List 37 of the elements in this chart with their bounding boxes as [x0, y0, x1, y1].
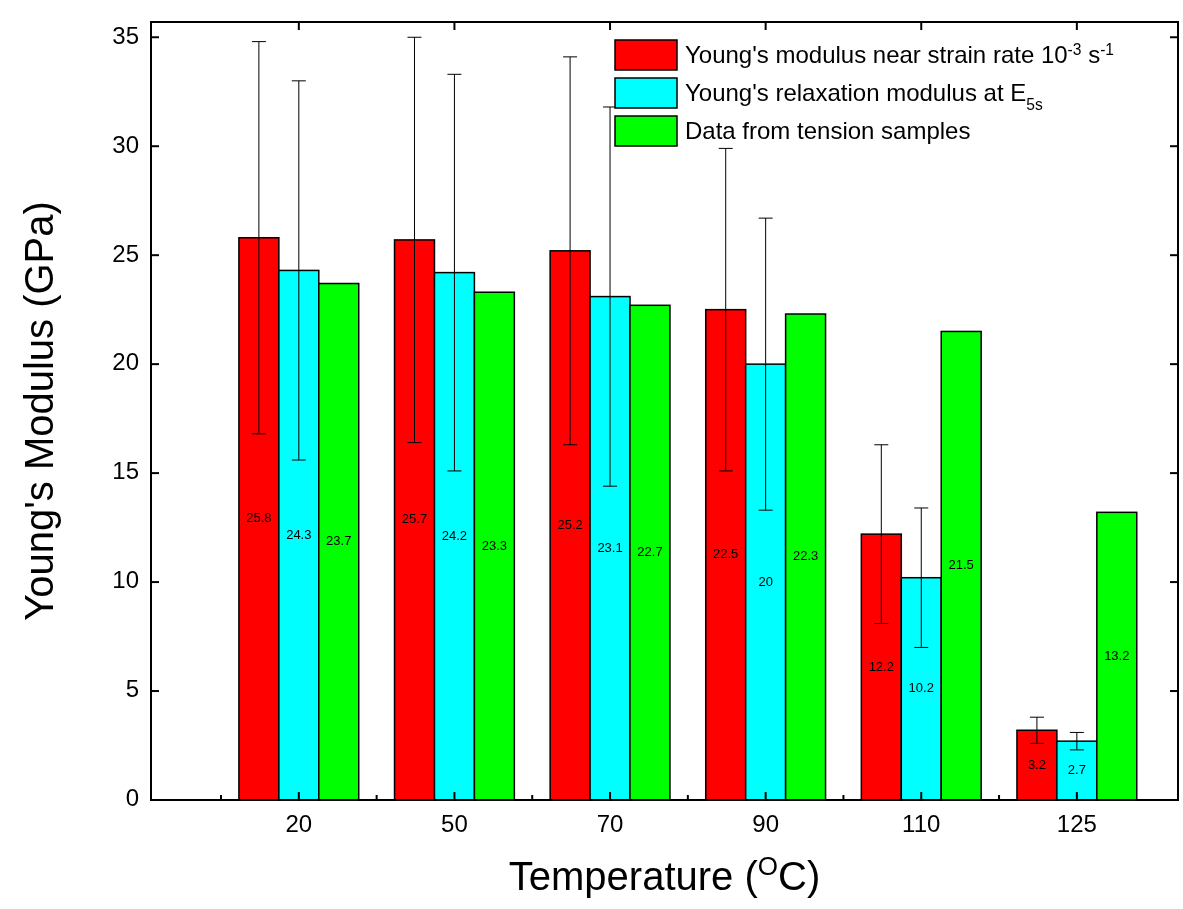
- x-tick-label: 20: [285, 810, 313, 837]
- legend-label: Young's modulus near strain rate 10$^{-3}$ s$^{-1}$: [685, 40, 1115, 68]
- x-tick-label: 125: [1056, 810, 1097, 837]
- y-tick-label: 5: [125, 675, 139, 703]
- data-label: 22.5: [713, 546, 739, 562]
- data-label: 22.7: [637, 544, 663, 560]
- y-tick-label: 35: [112, 21, 139, 49]
- legend-label: Young's relaxation modulus at E$_{5s}$: [685, 79, 1043, 113]
- x-tick-label: 90: [752, 810, 779, 837]
- x-axis-title: Temperature ($^{O}$C): [508, 851, 821, 898]
- y-tick-label: 0: [125, 784, 139, 812]
- y-tick-label: 10: [112, 566, 139, 594]
- data-label: 12.2: [868, 658, 894, 674]
- data-label: 24.2: [441, 527, 468, 543]
- x-tick-label: 70: [596, 810, 624, 837]
- x-tick-label: 50: [441, 810, 468, 837]
- y-tick-label: 20: [112, 348, 139, 376]
- data-label: 3.2: [1027, 756, 1046, 772]
- legend-label: Data from tension samples: [685, 117, 971, 144]
- data-label: 10.2: [908, 680, 934, 696]
- y-tick-label: 15: [112, 457, 139, 485]
- data-label: 21.5: [948, 557, 974, 573]
- data-label: 22.3: [792, 548, 819, 564]
- data-label: 2.7: [1067, 762, 1086, 778]
- y-tick-label: 30: [112, 130, 139, 158]
- data-label: 25.7: [401, 511, 428, 527]
- data-label: 23.3: [481, 537, 508, 553]
- data-label: 23.1: [597, 539, 623, 555]
- y-axis-title: Young's Modulus (GPa): [17, 201, 61, 621]
- data-label: 25.2: [557, 516, 583, 532]
- data-label: 23.7: [326, 533, 352, 549]
- data-label: 24.3: [286, 526, 312, 542]
- data-label: 20: [758, 573, 773, 589]
- data-label: 13.2: [1104, 647, 1130, 663]
- x-tick-label: 110: [902, 810, 941, 837]
- y-tick-label: 25: [112, 239, 139, 267]
- data-label: 25.8: [246, 510, 272, 526]
